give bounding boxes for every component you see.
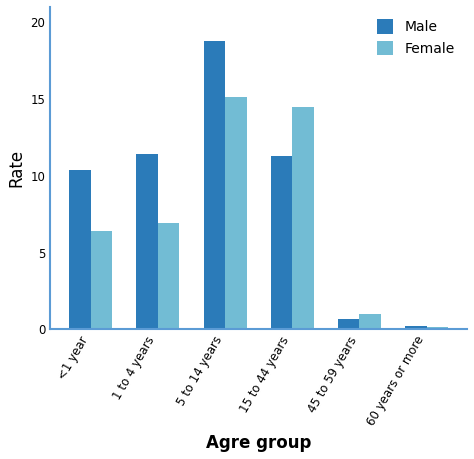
Bar: [405, 326, 427, 329]
Bar: [69, 170, 91, 329]
Bar: [292, 106, 314, 329]
Bar: [427, 327, 448, 329]
Bar: [225, 97, 246, 329]
Bar: [91, 231, 112, 329]
Bar: [359, 314, 381, 329]
Legend: Male, Female: Male, Female: [371, 14, 460, 62]
Bar: [137, 154, 158, 329]
Y-axis label: Rate: Rate: [7, 149, 25, 187]
Bar: [158, 224, 179, 329]
X-axis label: Agre group: Agre group: [206, 434, 311, 452]
Bar: [203, 41, 225, 329]
Bar: [338, 319, 359, 329]
Bar: [271, 156, 292, 329]
